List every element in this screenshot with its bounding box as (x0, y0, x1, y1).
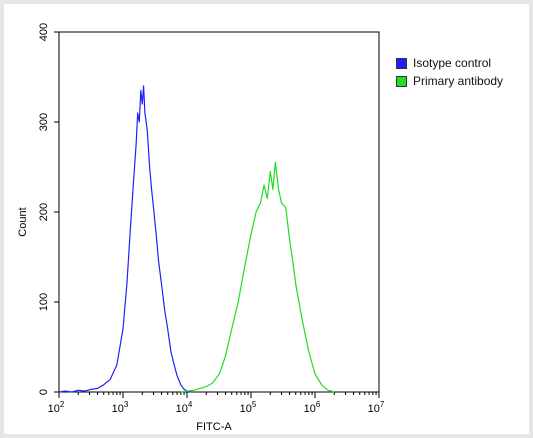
x-tick-label: 105 (240, 400, 257, 415)
plot-border (58, 31, 380, 393)
legend-swatch (396, 57, 407, 69)
x-tick-label: 104 (176, 400, 193, 415)
legend: Isotype control Primary antibody (396, 54, 503, 90)
x-tick-label: 107 (368, 400, 385, 415)
y-axis-label: Count (17, 207, 29, 236)
chart-frame: 0 100 200 300 400 102 103 104 105 106 107 FITC-A Co… (4, 4, 529, 434)
series-line-primary-antibody (180, 161, 335, 393)
x-tick-label: 102 (48, 400, 65, 415)
x-tick-label: 106 (304, 400, 321, 415)
y-tick-label: 100 (38, 293, 50, 311)
y-tick-label: 300 (38, 113, 50, 131)
legend-swatch (396, 75, 407, 87)
legend-label: Isotype control (413, 56, 492, 70)
legend-item: Primary antibody (396, 72, 503, 90)
y-tick-label: 400 (38, 23, 50, 41)
histogram-chart: 0 100 200 300 400 102 103 104 105 106 107 FITC-A Co… (17, 23, 385, 433)
x-axis-label: FITC-A (196, 421, 232, 433)
legend-label: Primary antibody (413, 74, 504, 88)
legend-item: Isotype control (396, 54, 503, 72)
y-tick-label: 200 (38, 203, 50, 221)
x-tick-label: 103 (112, 400, 129, 415)
series-line-isotype-control (58, 85, 193, 393)
y-tick-label: 0 (38, 389, 50, 395)
